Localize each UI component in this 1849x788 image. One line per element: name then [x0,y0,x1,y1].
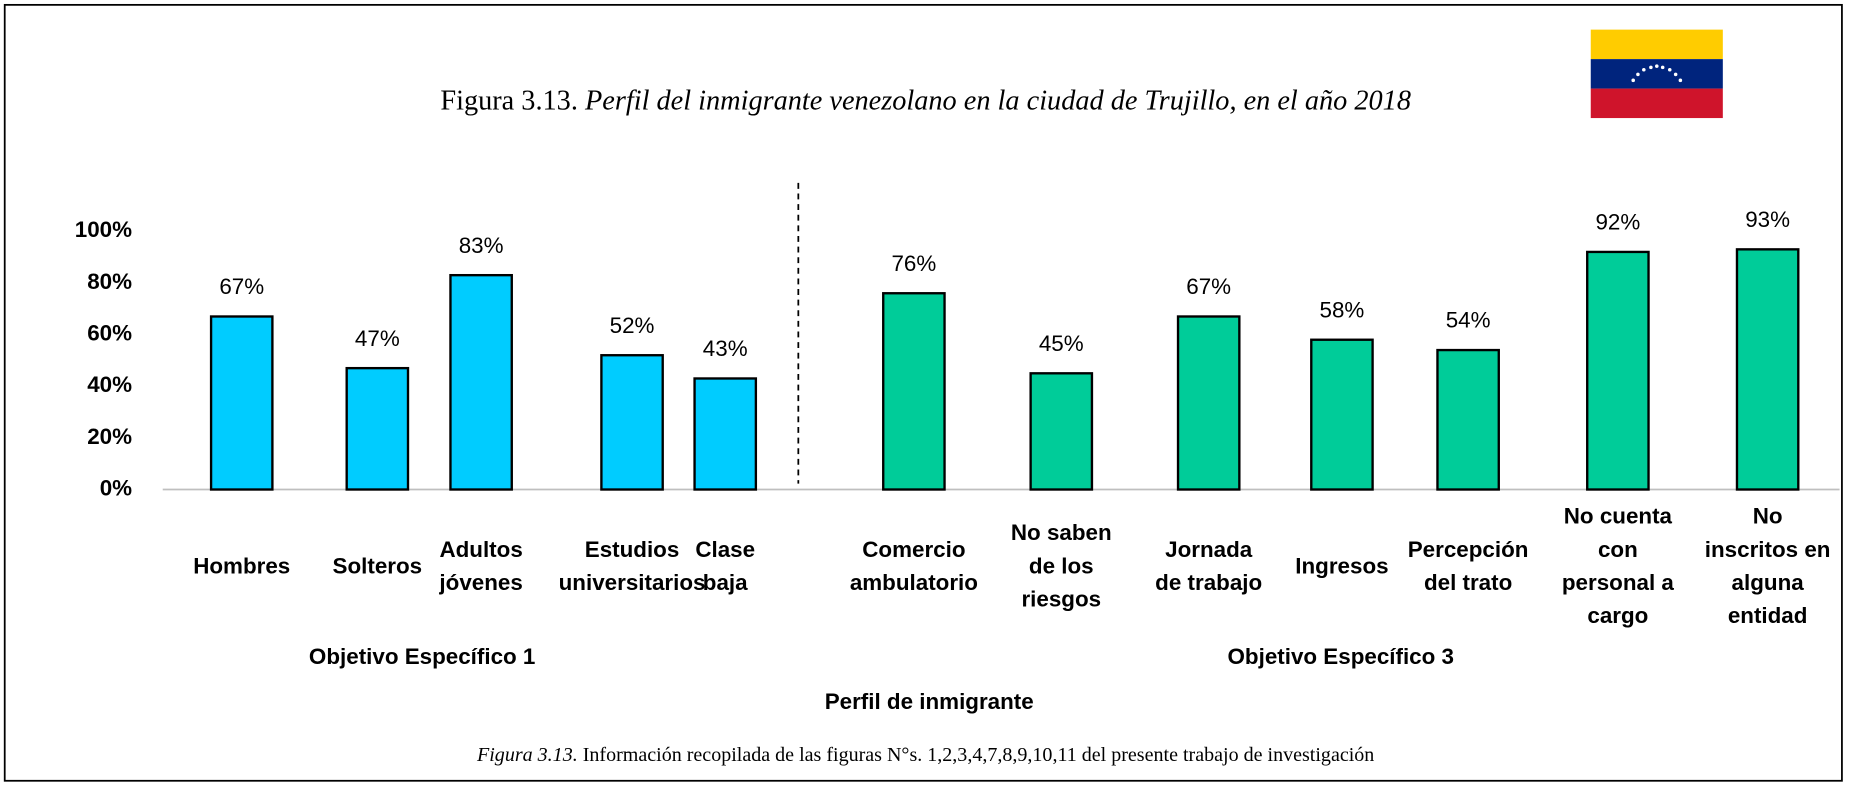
value-label: 43% [703,336,748,361]
x-tick-label: personal a [1562,570,1675,595]
x-tick-label: No [1753,504,1783,529]
bar [345,366,410,491]
x-tick-label: riesgos [1021,586,1101,611]
x-tick-label: con [1598,537,1638,562]
x-tick-label: Percepción [1408,537,1529,562]
bar [693,377,758,491]
x-tick-label: No cuenta [1564,504,1673,529]
x-tick-label: cargo [1587,603,1648,628]
value-label: 67% [1186,274,1231,299]
value-label: 52% [610,313,655,338]
x-tick-label: Adultos [439,537,522,562]
x-tick-label: entidad [1728,603,1808,628]
x-tick-label: Comercio [862,537,965,562]
bar [209,315,274,491]
x-tick-label: Estudios [585,537,680,562]
x-tick-label: Solteros [333,553,423,578]
value-label: 67% [219,274,264,299]
y-tick-label: 60% [87,320,132,345]
y-tick-label: 40% [87,372,132,397]
x-tick-label: alguna [1732,570,1805,595]
flag [1590,29,1723,119]
x-tick-label: de trabajo [1155,570,1262,595]
y-tick-label: 0% [100,475,132,500]
y-tick-label: 20% [87,424,132,449]
bar [1735,248,1800,491]
bar [1436,348,1500,491]
x-tick-label: Clase [695,537,755,562]
group-label: Objetivo Específico 3 [1228,644,1454,669]
x-tick-label: Ingresos [1295,553,1388,578]
value-label: 76% [891,251,936,276]
chart-title: Figura 3.13. Perfil del inmigrante venez… [440,85,1411,116]
x-tick-label: del trato [1424,570,1512,595]
x-tick-label: ambulatorio [850,570,978,595]
x-tick-label: jóvenes [438,570,522,595]
value-label: 83% [459,233,504,258]
value-label: 92% [1595,210,1640,235]
bar [1586,250,1650,491]
value-label: 54% [1446,308,1491,333]
x-tick-label: inscritos en [1705,537,1831,562]
group-label: Objetivo Específico 1 [309,644,535,669]
bar [1176,315,1241,491]
x-tick-label: No saben [1011,520,1112,545]
bar [882,292,946,491]
x-axis-label: Perfil de inmigrante [825,689,1034,714]
x-tick-label: baja [703,570,748,595]
note: Figura 3.13. Información recopilada de l… [476,744,1374,766]
value-label: 47% [355,326,400,351]
note-text: Información recopilada de las figuras N°… [583,744,1375,766]
bar [1310,338,1374,491]
x-tick-label: de los [1029,553,1094,578]
x-tick-label: Jornada [1165,537,1253,562]
x-tick-label: universitarios [559,570,706,595]
y-tick-label: 80% [87,269,132,294]
note-number: Figura 3.13. [476,744,578,766]
y-tick-label: 100% [75,217,132,242]
value-label: 45% [1039,331,1084,356]
bar [600,354,664,491]
title-text: Perfil del inmigrante venezolano en la c… [584,85,1411,116]
value-label: 93% [1745,207,1790,232]
value-label: 58% [1320,297,1365,322]
bar [449,273,513,491]
title-number: Figura 3.13. [440,85,578,116]
bar [1029,372,1094,491]
x-tick-label: Hombres [193,553,290,578]
